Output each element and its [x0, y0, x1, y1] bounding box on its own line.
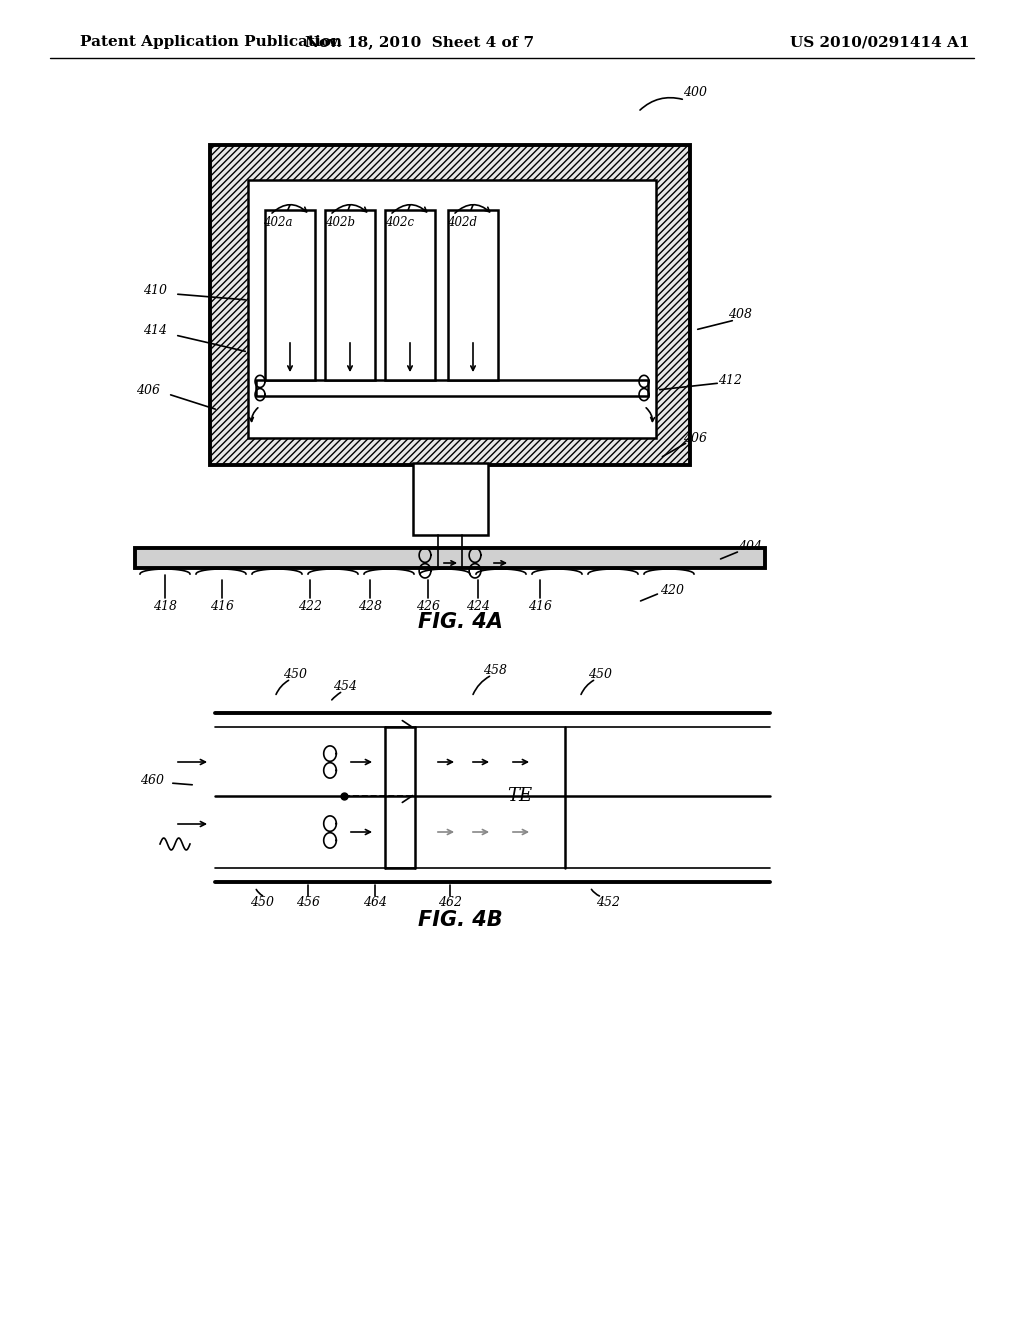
Text: 462: 462 — [438, 895, 462, 908]
Text: 416: 416 — [210, 599, 234, 612]
Text: FIG. 4B: FIG. 4B — [418, 909, 503, 931]
Text: 450: 450 — [588, 668, 612, 681]
Text: 458: 458 — [483, 664, 507, 676]
Bar — [248, 180, 656, 438]
Bar — [325, 210, 375, 380]
Text: Nov. 18, 2010  Sheet 4 of 7: Nov. 18, 2010 Sheet 4 of 7 — [305, 36, 535, 49]
Text: 460: 460 — [140, 774, 164, 787]
Bar — [413, 463, 488, 535]
Text: 428: 428 — [358, 599, 382, 612]
Text: 456: 456 — [296, 895, 319, 908]
Text: 402a: 402a — [263, 215, 293, 228]
Text: 404: 404 — [738, 540, 762, 553]
Text: 418: 418 — [153, 599, 177, 612]
Bar — [256, 380, 648, 396]
Text: US 2010/0291414 A1: US 2010/0291414 A1 — [791, 36, 970, 49]
Text: 464: 464 — [362, 895, 387, 908]
Text: 420: 420 — [660, 583, 684, 597]
Text: 422: 422 — [298, 599, 322, 612]
Text: 408: 408 — [728, 309, 752, 322]
Text: 426: 426 — [416, 599, 440, 612]
Text: 402c: 402c — [385, 215, 415, 228]
Text: TE: TE — [508, 787, 532, 805]
Text: FIG. 4A: FIG. 4A — [418, 612, 503, 632]
Text: 412: 412 — [718, 374, 742, 387]
Text: 416: 416 — [528, 599, 552, 612]
Bar — [449, 210, 498, 380]
Text: 400: 400 — [683, 86, 707, 99]
Bar — [385, 210, 435, 380]
Text: 454: 454 — [333, 680, 357, 693]
Text: 402d: 402d — [447, 215, 477, 228]
Text: 452: 452 — [596, 895, 620, 908]
Text: 410: 410 — [143, 284, 167, 297]
Text: 450: 450 — [283, 668, 307, 681]
Text: Patent Application Publication: Patent Application Publication — [80, 36, 342, 49]
Text: 450: 450 — [250, 895, 274, 908]
Text: 406: 406 — [683, 432, 707, 445]
Text: 402b: 402b — [325, 215, 355, 228]
Text: 424: 424 — [466, 599, 490, 612]
Bar — [135, 548, 765, 568]
Bar — [210, 145, 690, 465]
Bar — [265, 210, 315, 380]
Text: 406: 406 — [136, 384, 160, 396]
Text: 414: 414 — [143, 323, 167, 337]
